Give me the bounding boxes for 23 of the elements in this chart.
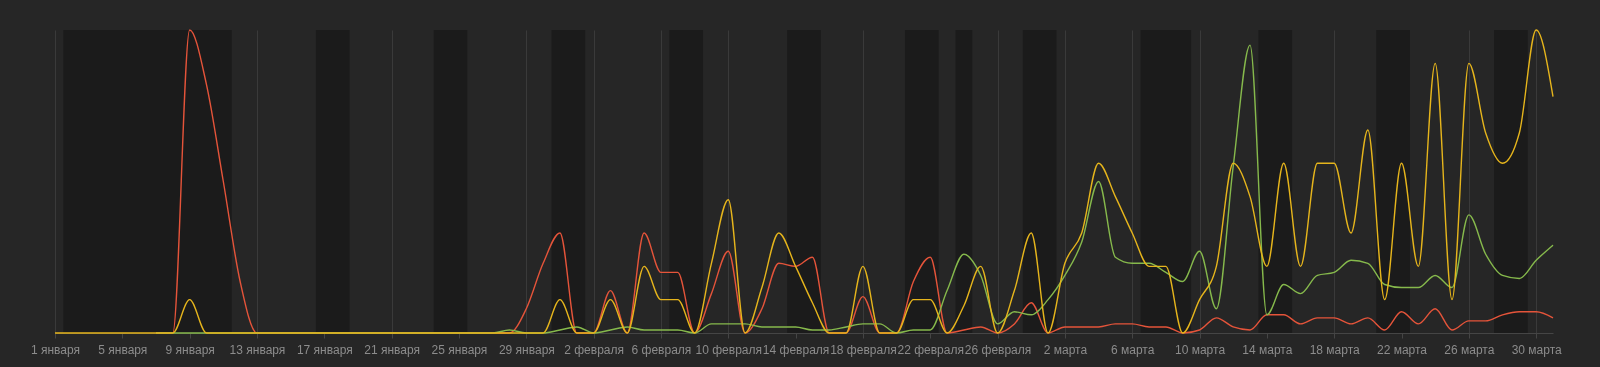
x-tick-label: 18 марта (1309, 342, 1361, 357)
x-tick-label: 10 марта (1175, 342, 1226, 357)
x-tick-label: 1 января (30, 342, 81, 357)
x-tick-label: 2 марта (1043, 342, 1088, 357)
x-tick-label: 5 января (98, 342, 148, 357)
x-tick-label: 6 февраля (631, 342, 692, 357)
x-tick-label: 14 марта (1242, 342, 1293, 357)
x-tick-label: 22 февраля (897, 342, 964, 357)
x-tick-label: 13 января (229, 342, 286, 357)
x-tick-label: 10 февраля (695, 342, 762, 357)
x-tick-label: 26 февраля (964, 342, 1032, 357)
x-tick-label: 25 января (431, 342, 488, 357)
x-tick-label: 29 января (498, 342, 555, 357)
x-tick-label: 9 января (165, 342, 215, 357)
x-tick-label: 17 января (296, 342, 353, 357)
x-tick-label: 26 марта (1444, 342, 1495, 357)
x-tick-label: 6 марта (1111, 342, 1155, 357)
x-tick-label: 22 марта (1376, 342, 1428, 357)
x-tick-label: 30 марта (1511, 342, 1563, 357)
x-tick-label: 14 февраля (762, 342, 830, 357)
x-tick-label: 21 января (364, 342, 421, 357)
x-tick-label: 18 февраля (830, 342, 897, 357)
x-tick-label: 2 февраля (564, 342, 624, 357)
